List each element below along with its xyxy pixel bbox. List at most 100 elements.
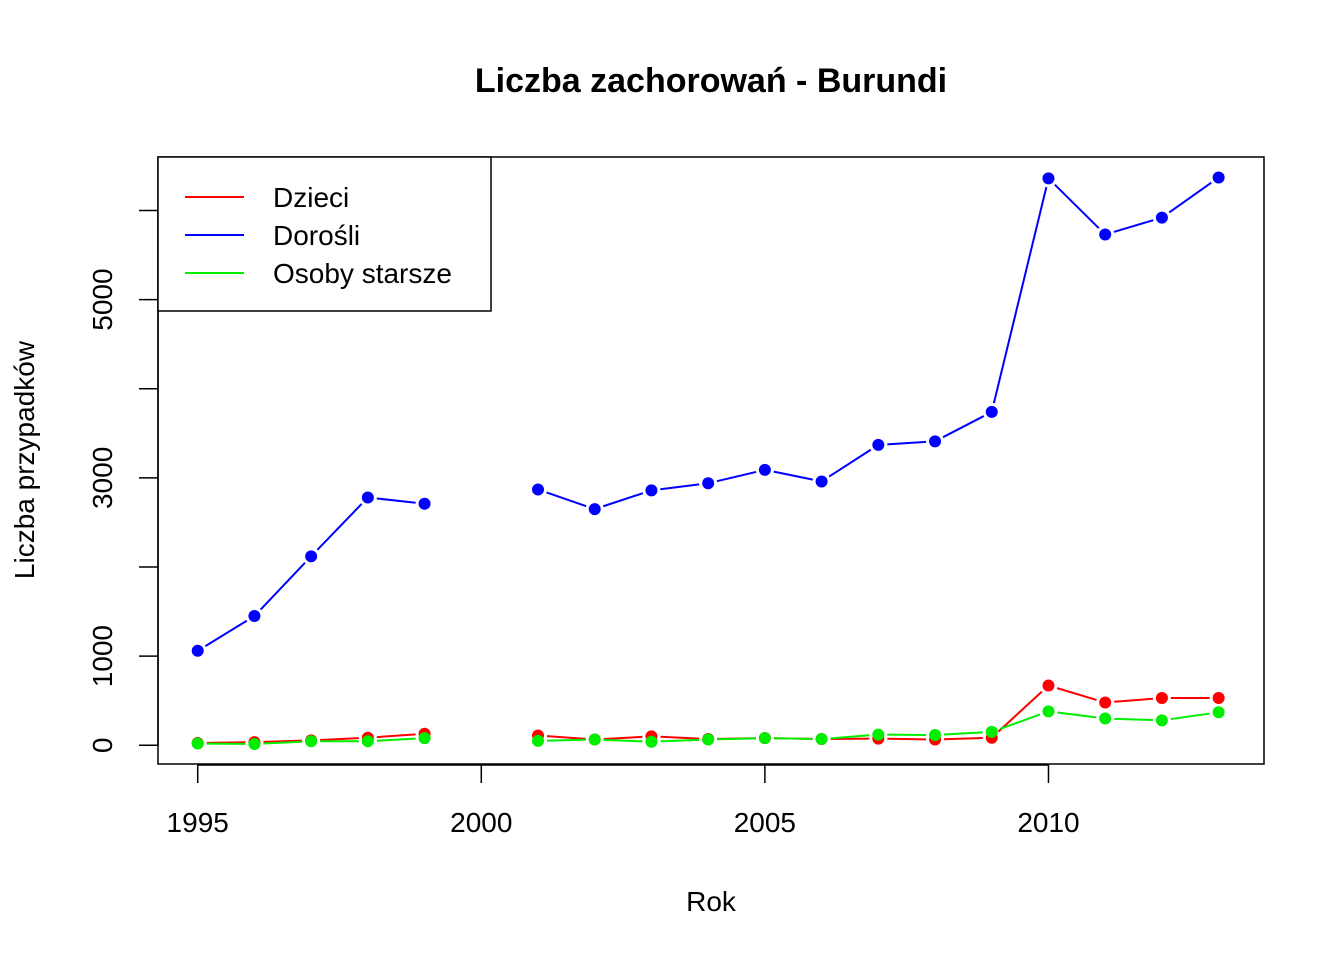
- data-point: [702, 477, 715, 490]
- series-segment: [828, 448, 872, 478]
- data-point: [191, 644, 204, 657]
- legend-label: Dorośli: [273, 220, 360, 251]
- data-point: [361, 735, 374, 748]
- series-dorośli: [191, 171, 1225, 657]
- series-segment: [944, 736, 983, 741]
- series-segment: [603, 738, 643, 743]
- series-segment: [316, 503, 363, 551]
- series-segment: [603, 735, 643, 740]
- data-point: [1099, 696, 1112, 709]
- data-point: [1042, 679, 1055, 692]
- series-segment: [546, 738, 586, 742]
- data-point: [929, 435, 942, 448]
- series-osoby-starsze: [191, 705, 1225, 750]
- x-axis-label: Rok: [686, 886, 737, 917]
- y-tick-label: 0: [87, 737, 118, 753]
- series-segment: [204, 619, 248, 647]
- series-segment: [1170, 712, 1210, 721]
- series-segment: [320, 737, 359, 741]
- data-point: [418, 497, 431, 510]
- data-point: [758, 463, 771, 476]
- data-point: [248, 737, 261, 750]
- data-point: [361, 491, 374, 504]
- series-segment: [376, 497, 416, 504]
- data-point: [191, 737, 204, 750]
- series-segment: [1054, 184, 1100, 229]
- series-segment: [887, 737, 927, 741]
- x-tick-label: 2000: [450, 807, 512, 838]
- data-point: [1155, 211, 1168, 224]
- y-tick-label: 5000: [87, 268, 118, 330]
- legend-label: Dzieci: [273, 182, 349, 213]
- x-tick-label: 2010: [1017, 807, 1079, 838]
- series-segment: [602, 492, 644, 508]
- series-segment: [660, 483, 700, 491]
- data-point: [1099, 228, 1112, 241]
- series-segment: [1114, 697, 1154, 703]
- data-point: [588, 733, 601, 746]
- series-segment: [773, 470, 813, 481]
- series-segment: [943, 731, 983, 736]
- data-point: [985, 405, 998, 418]
- series-segment: [660, 735, 700, 740]
- chart-title: Liczba zachorowań - Burundi: [475, 62, 947, 100]
- series-segment: [1056, 687, 1097, 701]
- series-segment: [1113, 219, 1154, 233]
- data-point: [532, 734, 545, 747]
- data-point: [1212, 692, 1225, 705]
- series-segment: [717, 737, 756, 741]
- series-segment: [1057, 711, 1097, 719]
- y-axis: 0 1000 3000 5000: [87, 209, 159, 753]
- data-point: [872, 728, 885, 741]
- series-segment: [830, 734, 870, 740]
- x-tick-label: 1995: [167, 807, 229, 838]
- data-point: [702, 733, 715, 746]
- series-segment: [716, 470, 757, 483]
- data-point: [985, 725, 998, 738]
- legend: Dzieci Dorośli Osoby starsze: [157, 156, 492, 312]
- x-tick-label: 2005: [734, 807, 796, 838]
- data-point: [645, 735, 658, 748]
- data-point: [815, 733, 828, 746]
- data-point: [815, 475, 828, 488]
- data-point: [1042, 705, 1055, 718]
- series-segment: [660, 738, 700, 743]
- series-layer: [191, 171, 1225, 750]
- data-point: [532, 483, 545, 496]
- series-segment: [887, 440, 927, 446]
- data-point: [248, 610, 261, 623]
- series-segment: [546, 491, 587, 508]
- series-segment: [992, 186, 1048, 404]
- y-tick-label: 3000: [87, 447, 118, 509]
- series-segment: [376, 737, 416, 742]
- data-point: [1155, 714, 1168, 727]
- data-point: [872, 438, 885, 451]
- data-point: [1212, 706, 1225, 719]
- y-axis-label: Liczba przypadków: [9, 340, 40, 579]
- data-point: [305, 550, 318, 563]
- legend-label: Osoby starsze: [273, 258, 452, 289]
- data-point: [1212, 171, 1225, 184]
- data-point: [588, 503, 601, 516]
- data-point: [645, 484, 658, 497]
- x-axis: 1995 2000 2005 2010: [167, 764, 1080, 838]
- series-segment: [1114, 717, 1153, 722]
- series-segment: [263, 739, 303, 743]
- data-point: [1155, 692, 1168, 705]
- data-point: [1042, 172, 1055, 185]
- series-segment: [997, 690, 1043, 733]
- series-segment: [942, 415, 985, 439]
- data-point: [929, 729, 942, 742]
- series-segment: [1168, 181, 1212, 214]
- series-segment: [376, 733, 416, 739]
- series-segment: [259, 562, 306, 611]
- series-segment: [263, 740, 303, 745]
- series-segment: [546, 735, 586, 740]
- data-point: [418, 732, 431, 745]
- series-segment: [773, 737, 813, 740]
- series-segment: [999, 713, 1041, 730]
- data-point: [305, 735, 318, 748]
- data-point: [1099, 712, 1112, 725]
- y-tick-label: 1000: [87, 625, 118, 687]
